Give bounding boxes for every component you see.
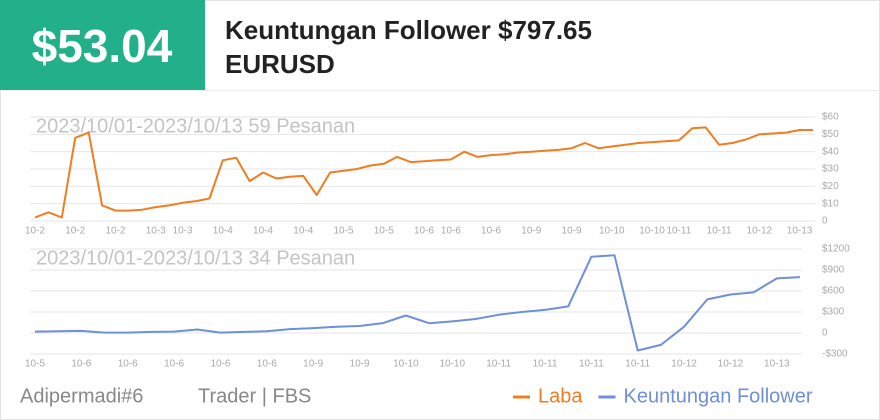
x-tick-label: 10-11 (533, 359, 558, 370)
x-tick-label: 10-3 (146, 226, 166, 237)
x-tick-label: 10-11 (486, 359, 511, 370)
y-tick-label: $60 (822, 112, 839, 123)
y-tick-label: $900 (822, 265, 845, 276)
x-tick-label: 10-3 (173, 226, 193, 237)
badge (0, 0, 205, 90)
x-tick-label: 10-6 (164, 359, 184, 370)
legend-label: Keuntungan Follower (624, 385, 813, 407)
x-tick-label: 10-4 (213, 226, 233, 237)
x-tick-label: 10-5 (334, 226, 354, 237)
series-line (34, 254, 801, 352)
x-tick-label: 10-11 (625, 359, 650, 370)
broker: Trader | FBS (198, 385, 311, 407)
y-tick-label: $600 (822, 286, 845, 297)
x-tick-label: 10-5 (374, 226, 394, 237)
x-tick-label: 10-2 (25, 226, 45, 237)
chart-subtitle: 2023/10/01-2023/10/13 59 Pesanan (36, 115, 355, 137)
x-tick-label: 10-9 (562, 226, 582, 237)
x-tick-label: 10-13 (764, 359, 790, 370)
x-tick-label: 10-2 (105, 226, 125, 237)
x-tick-label: 10-4 (253, 226, 273, 237)
title: Keuntungan Follower $797.65 (225, 15, 592, 45)
symbol: EURUSD (225, 49, 335, 79)
x-tick-label: 10-10 (439, 359, 465, 370)
x-tick-label: 10-10 (393, 359, 419, 370)
chart-subtitle: 2023/10/01-2023/10/13 34 Pesanan (36, 247, 355, 269)
x-tick-label: 10-11 (707, 226, 732, 237)
x-tick-label: 10-6 (71, 359, 91, 370)
legend-label: Laba (538, 385, 583, 407)
x-tick-label: 10-9 (521, 226, 541, 237)
x-tick-label: 10-12 (671, 359, 697, 370)
x-tick-label: 10-10 (639, 226, 665, 237)
y-tick-label: $30 (822, 164, 839, 175)
x-tick-label: 10-6 (441, 226, 461, 237)
y-tick-label: $300 (822, 307, 845, 318)
x-tick-label: 10-6 (118, 359, 138, 370)
x-tick-label: 10-12 (747, 226, 773, 237)
y-tick-label: 0 (822, 328, 828, 339)
x-tick-label: 10-4 (293, 226, 313, 237)
x-tick-label: 10-2 (65, 226, 85, 237)
y-tick-label: $20 (822, 181, 839, 192)
x-tick-label: 10-12 (718, 359, 744, 370)
y-tick-label: $1200 (822, 244, 850, 255)
x-tick-label: 10-6 (414, 226, 434, 237)
y-tick-label: $40 (822, 146, 839, 157)
x-tick-label: 10-11 (666, 226, 691, 237)
divider (0, 90, 880, 91)
series-line (34, 126, 813, 219)
x-tick-label: 10-6 (257, 359, 277, 370)
x-tick-label: 10-11 (579, 359, 604, 370)
x-tick-label: 10-6 (481, 226, 501, 237)
y-tick-label: $10 (822, 198, 839, 209)
x-tick-label: 10-5 (25, 359, 45, 370)
x-tick-label: 10-9 (350, 359, 370, 370)
y-tick-label: 0 (822, 216, 828, 227)
x-tick-label: 10-9 (303, 359, 323, 370)
y-tick-label: $50 (822, 129, 839, 140)
x-tick-label: 10-10 (599, 226, 625, 237)
user: Adipermadi#6 (20, 385, 143, 407)
y-tick-label: -$300 (822, 349, 848, 360)
x-tick-label: 10-13 (787, 226, 813, 237)
badge-value: $53.04 (32, 20, 173, 72)
x-tick-label: 10-6 (210, 359, 230, 370)
